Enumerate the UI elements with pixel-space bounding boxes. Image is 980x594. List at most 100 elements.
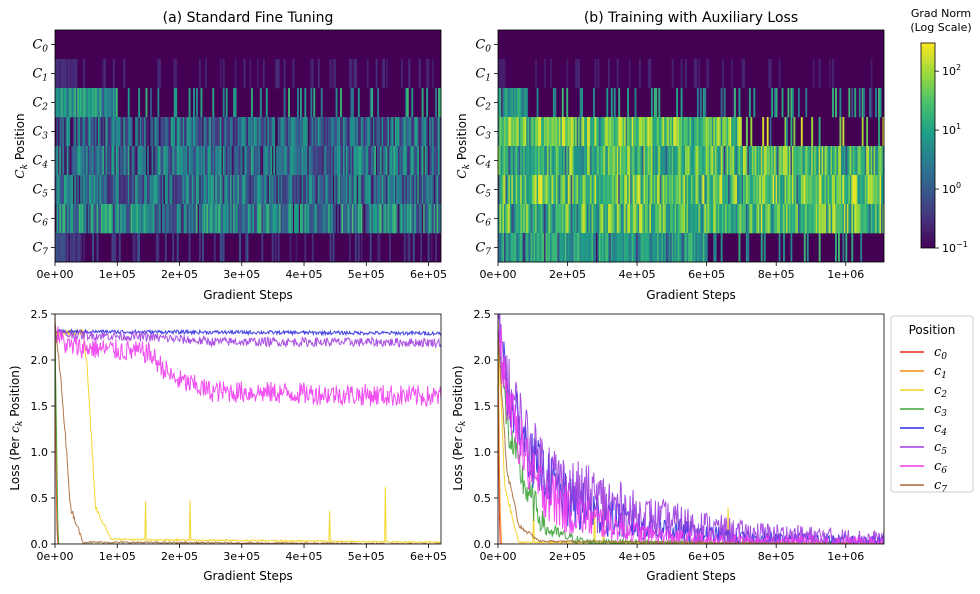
heatmap-cell [649, 146, 652, 176]
heatmap-cell [717, 175, 720, 205]
heatmap-cell [744, 204, 747, 234]
heatmap-cell [164, 204, 167, 234]
heatmap-cell [627, 88, 630, 118]
heatmap-cell [292, 59, 295, 89]
heatmap-cell [209, 117, 212, 147]
heatmap-cell [521, 204, 524, 234]
heatmap-cell [62, 59, 65, 89]
heatmap-cell [204, 146, 207, 176]
heatmap-cell [849, 146, 852, 176]
heatmap-cell [521, 88, 524, 118]
heatmap-cell [499, 88, 502, 118]
heatmap-cell [225, 117, 228, 147]
heatmap-cell [726, 146, 729, 176]
heatmap-cell [130, 175, 133, 205]
heatmap-cell [716, 146, 719, 176]
heatmap-cell [823, 204, 826, 234]
heatmap-cell [216, 204, 219, 234]
heatmap-cell [542, 204, 545, 234]
heatmap-cell [239, 117, 241, 147]
heatmap-cell [639, 117, 641, 147]
heatmap-cell [66, 88, 69, 118]
heatmap-cell [86, 146, 89, 176]
heatmap-cell [878, 146, 880, 176]
heatmap-cell [170, 175, 173, 205]
heatmap-cell [854, 146, 857, 176]
heatmap-cell [245, 233, 247, 263]
heatmap-cell [292, 175, 295, 205]
heatmap-cell [196, 88, 198, 118]
heatmap-cell [118, 233, 121, 263]
heatmap-cell [421, 204, 424, 234]
heatmap-b-xlabel: Gradient Steps [646, 288, 736, 302]
legend-label-c1: c1 [934, 364, 947, 381]
heatmap-cell [334, 146, 336, 176]
heatmap-cell [640, 117, 643, 147]
heatmap-cell [301, 204, 304, 234]
heatmap-cell [784, 146, 787, 176]
heatmap-cell [628, 233, 631, 263]
heatmap-cell [670, 204, 673, 234]
heatmap-cell [524, 88, 527, 118]
heatmap-cell [526, 146, 529, 176]
heatmap-cell [561, 175, 564, 205]
heatmap-cell [573, 146, 576, 176]
heatmap-cell [570, 204, 573, 234]
heatmap-cell [314, 204, 317, 234]
heatmap-cell [829, 204, 831, 234]
heatmap-cell [265, 175, 268, 205]
heatmap-x-tick-label: 5e+05 [348, 268, 385, 281]
heatmap-cell [343, 146, 345, 176]
heatmap-cell [561, 233, 564, 263]
heatmap-cell [114, 175, 117, 205]
heatmap-cell [745, 204, 748, 234]
heatmap-cell [438, 146, 440, 176]
loss-x-tick-label: 1e+06 [827, 550, 864, 563]
heatmap-cell [722, 146, 725, 176]
heatmap-cell [291, 146, 293, 176]
heatmap-cell [279, 146, 282, 176]
heatmap-cell [228, 146, 231, 176]
heatmap-cell [551, 175, 554, 205]
heatmap-cell [163, 204, 166, 234]
heatmap-cell [295, 233, 298, 263]
heatmap-cell [106, 146, 109, 176]
heatmap-cell [240, 117, 243, 147]
heatmap-cell [576, 175, 579, 205]
heatmap-cell [135, 117, 138, 147]
heatmap-cell [201, 146, 204, 176]
heatmap-cell [588, 146, 591, 176]
heatmap-cell [206, 204, 209, 234]
heatmap-cell [575, 233, 578, 263]
heatmap-cell [328, 117, 331, 147]
heatmap-cell [304, 204, 307, 234]
heatmap-cell [594, 233, 597, 263]
heatmap-cell [161, 117, 164, 147]
heatmap-cell [734, 117, 736, 147]
heatmap-cell [581, 233, 584, 263]
heatmap-cell [664, 117, 667, 147]
heatmap-cell [762, 175, 765, 205]
heatmap-cell [655, 88, 658, 118]
heatmap-cell [786, 117, 788, 147]
heatmap-cell [219, 204, 222, 234]
heatmap-cell [332, 117, 335, 147]
heatmap-cell [680, 204, 683, 234]
heatmap-cell [585, 204, 588, 234]
heatmap-cell [680, 175, 683, 205]
heatmap-cell [575, 117, 578, 147]
heatmap-cell [555, 175, 558, 205]
heatmap-cell [384, 204, 387, 234]
heatmap-cell [621, 117, 624, 147]
heatmap-cell [665, 175, 668, 205]
heatmap-cell [612, 233, 615, 263]
heatmap-cell [667, 117, 670, 147]
heatmap-cell [55, 88, 57, 118]
heatmap-cell [188, 175, 191, 205]
heatmap-cell [523, 175, 526, 205]
heatmap-cell [503, 88, 506, 118]
heatmap-cell [609, 233, 612, 263]
heatmap-cell [615, 204, 618, 234]
heatmap-cell [60, 59, 63, 89]
heatmap-cell [502, 117, 505, 147]
